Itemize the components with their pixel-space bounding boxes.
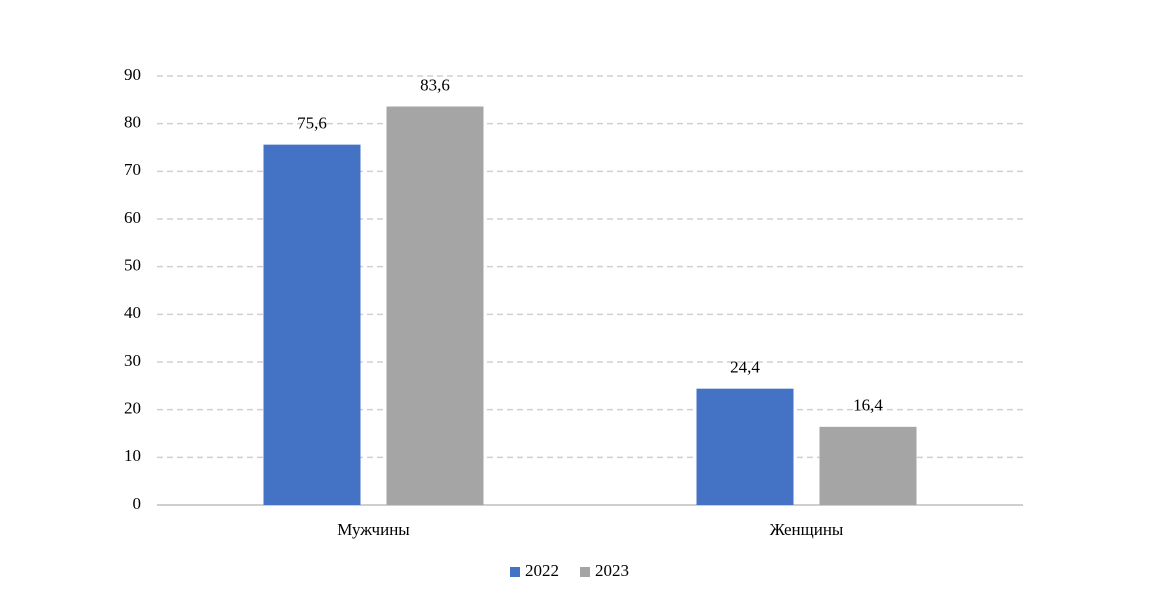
y-tick-label: 0 [133,494,142,513]
legend-swatch [510,567,520,577]
y-tick-label: 70 [124,160,141,179]
legend-label: 2022 [525,561,559,580]
data-label: 24,4 [730,358,760,377]
y-tick-label: 50 [124,256,141,275]
legend-label: 2023 [595,561,629,580]
y-tick-label: 60 [124,208,141,227]
y-tick-label: 40 [124,303,141,322]
y-tick-label: 90 [124,65,141,84]
y-tick-label: 30 [124,351,141,370]
data-label: 83,6 [420,75,450,94]
legend-swatch [580,567,590,577]
data-label: 16,4 [853,396,883,415]
bar [696,388,794,505]
bar [386,106,484,506]
y-tick-label: 10 [124,446,141,465]
x-tick-label: Мужчины [337,520,410,539]
y-tick-label: 20 [124,399,141,418]
bar [819,426,917,505]
x-tick-label: Женщины [770,520,844,539]
data-label: 75,6 [297,114,327,133]
bar [263,144,361,505]
y-tick-label: 80 [124,113,141,132]
